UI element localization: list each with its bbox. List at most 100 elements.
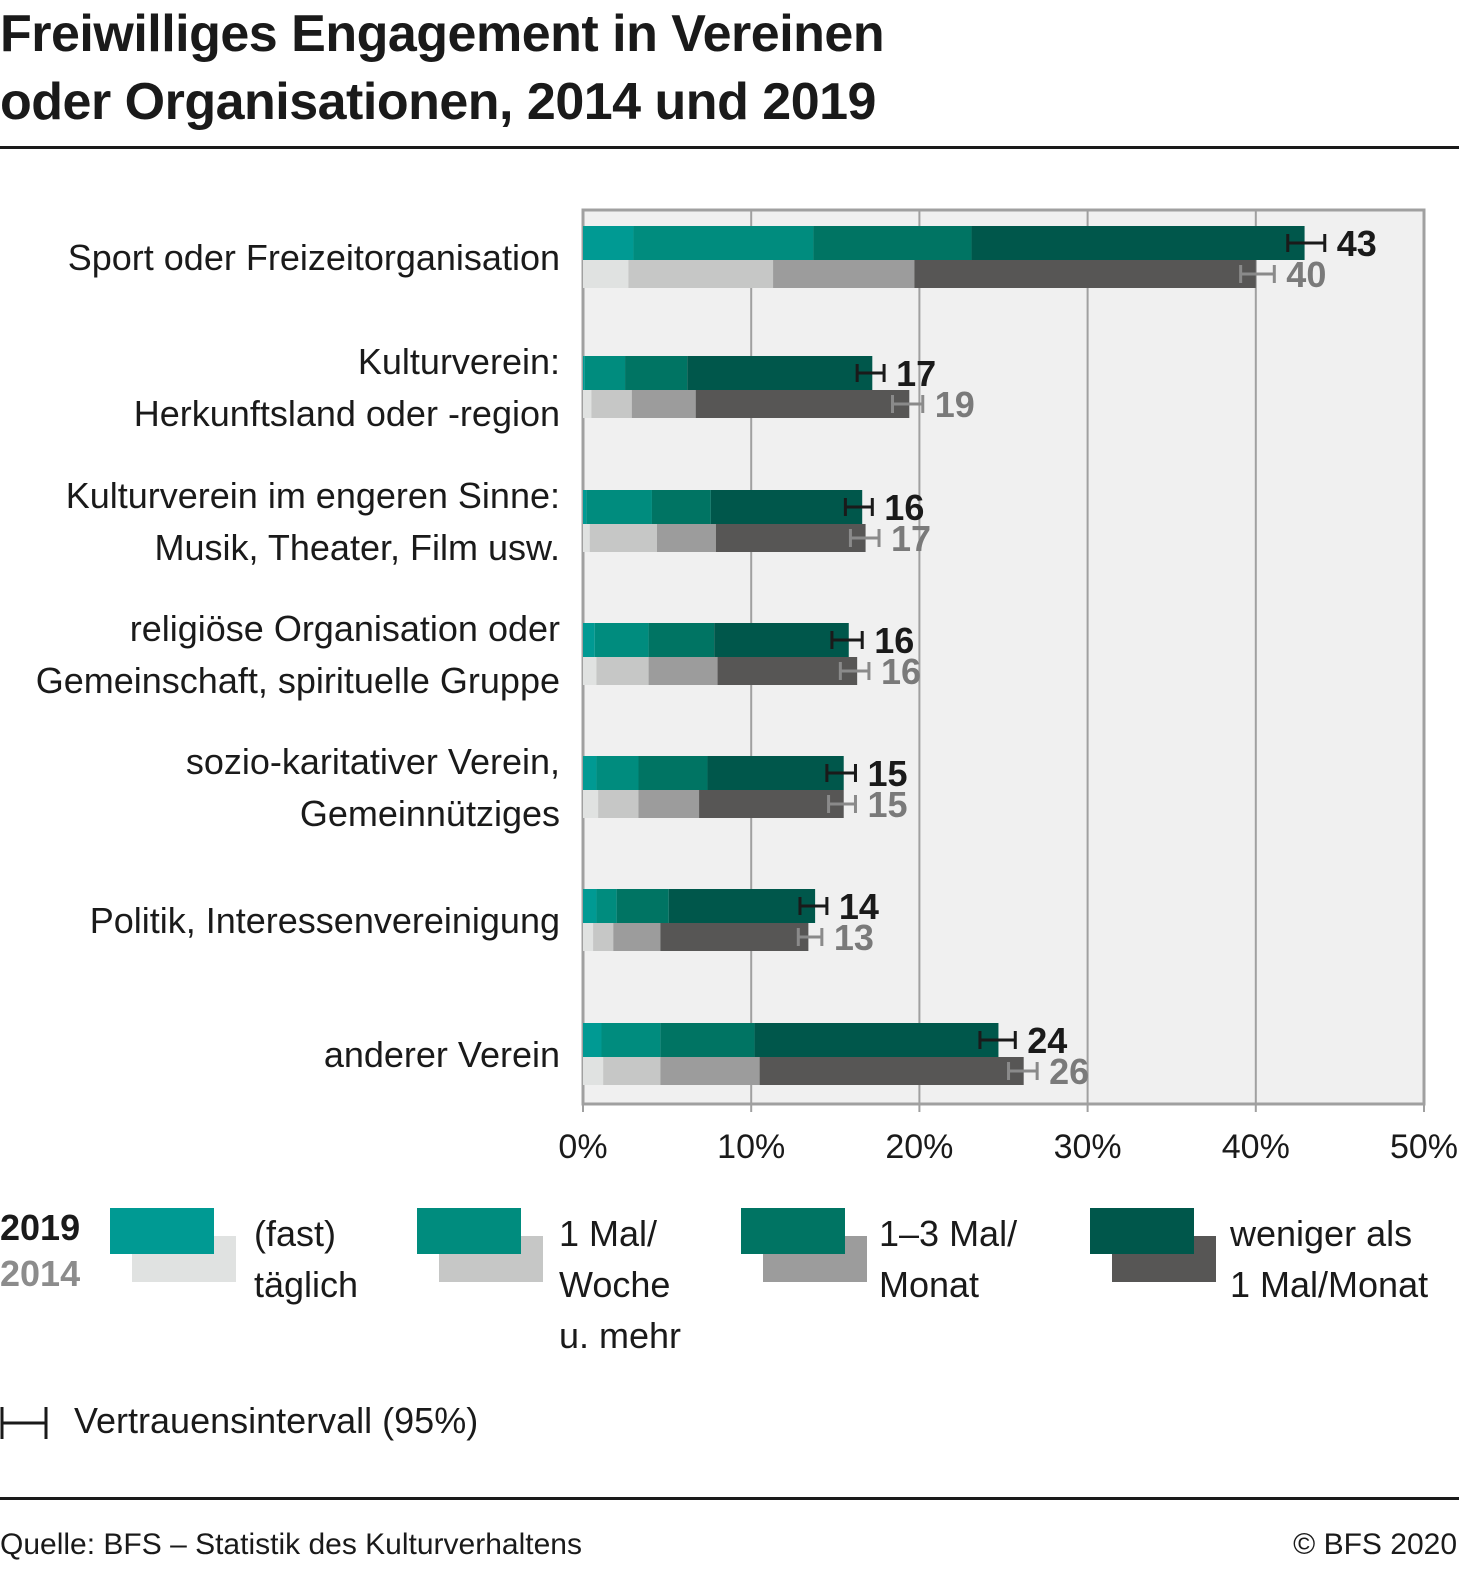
error-bar-2014 bbox=[796, 928, 824, 946]
bar-2014-segment-4 bbox=[699, 790, 844, 818]
error-bar-2019 bbox=[978, 1031, 1017, 1049]
value-label-2019: 16 bbox=[874, 620, 914, 661]
error-bar-2014 bbox=[1007, 1062, 1039, 1080]
category-label: Kulturverein: bbox=[358, 341, 560, 382]
category-row: religiöse Organisation oder Gemeinschaft,… bbox=[36, 608, 921, 701]
category-label: religiöse Organisation oder bbox=[130, 608, 560, 649]
category-row: sozio-karitativer Verein, Gemeinnütziges 1… bbox=[186, 741, 908, 834]
error-bar-2019 bbox=[843, 498, 874, 516]
bar-2019-segment-4 bbox=[687, 356, 873, 390]
bar-2019-segment-3 bbox=[660, 1023, 755, 1057]
bar-2014-segment-2 bbox=[591, 390, 632, 418]
bar-2014-segment-1 bbox=[583, 260, 629, 288]
bar-2019-segment-3 bbox=[616, 889, 669, 923]
bar-2014-segment-4 bbox=[715, 524, 866, 552]
legend-swatch-2019 bbox=[417, 1208, 521, 1254]
bar-2019-segment-3 bbox=[651, 490, 711, 524]
bar-2019-segment-2 bbox=[596, 889, 617, 923]
value-label-2014: 26 bbox=[1049, 1051, 1089, 1092]
confidence-interval-icon bbox=[0, 1407, 48, 1439]
error-bar-2019 bbox=[855, 364, 886, 382]
bar-2014-segment-2 bbox=[589, 524, 658, 552]
category-row: Kulturverein: Herkunftsland oder -region 1… bbox=[134, 341, 975, 434]
legend-label: 1 Mal/ Woche u. mehr bbox=[559, 1213, 682, 1356]
bar-chart: 0% 10% 20% 30% 40% 50% Sport oder Freizeitorga… bbox=[36, 208, 1458, 1160]
bar-2019-segment-4 bbox=[714, 623, 849, 657]
title-line-1: Freiwilliges Engagement in Vereinen bbox=[0, 5, 885, 63]
bar-2019-segment-3 bbox=[638, 756, 708, 790]
category-label: Politik, Interessenvereinigung bbox=[90, 900, 560, 941]
value-label-2014: 17 bbox=[891, 518, 931, 559]
error-bar-2019 bbox=[798, 897, 829, 915]
bar-2014-segment-3 bbox=[660, 1057, 760, 1085]
x-tick-label: 0% bbox=[558, 1128, 607, 1160]
bar-2014-segment-1 bbox=[583, 1057, 604, 1085]
bar-2014-segment-1 bbox=[583, 923, 594, 951]
error-bar-2014 bbox=[838, 662, 871, 680]
bar-2019-segment-4 bbox=[754, 1023, 999, 1057]
category-label: Sport oder Freizeitorganisation bbox=[68, 237, 560, 278]
bar-2019-segment-1 bbox=[583, 756, 597, 790]
value-label-2014: 16 bbox=[881, 651, 921, 692]
x-tick-label: 10% bbox=[717, 1128, 785, 1160]
legend-year-2019: 2019 bbox=[0, 1207, 81, 1248]
legend-year-2014: 2014 bbox=[0, 1253, 81, 1294]
bar-2019-segment-1 bbox=[583, 356, 585, 390]
error-bar-2019 bbox=[825, 764, 857, 782]
value-label-2019: 43 bbox=[1337, 223, 1377, 264]
category-row: Sport oder Freizeitorganisation 43 40 bbox=[68, 223, 1377, 295]
value-label-2014: 13 bbox=[834, 917, 874, 958]
bar-2019-segment-4 bbox=[707, 756, 844, 790]
bar-2014-segment-3 bbox=[648, 657, 718, 685]
bar-2019-segment-3 bbox=[648, 623, 715, 657]
value-label-2019: 16 bbox=[884, 487, 924, 528]
legend-label: (fast) täglich bbox=[254, 1213, 359, 1305]
bar-2014-segment-4 bbox=[914, 260, 1256, 288]
category-label: Musik, Theater, Film usw. bbox=[155, 527, 560, 568]
value-label-2019: 24 bbox=[1027, 1020, 1067, 1061]
bar-2014-segment-4 bbox=[717, 657, 858, 685]
legend-years: 2019 2014 bbox=[0, 1205, 80, 1297]
bar-2019-segment-3 bbox=[813, 226, 972, 260]
bar-2014-segment-2 bbox=[603, 1057, 661, 1085]
chart-title: Freiwilliges Engagement in Vereinen oder… bbox=[0, 0, 1000, 136]
confidence-interval-label: Vertrauensintervall (95%) bbox=[74, 1400, 479, 1441]
error-bar-2014 bbox=[890, 395, 925, 413]
bar-2019-segment-3 bbox=[625, 356, 688, 390]
error-bar-2019 bbox=[1286, 234, 1327, 252]
error-bar-2019 bbox=[830, 631, 864, 649]
value-label-2014: 40 bbox=[1286, 254, 1326, 295]
bar-2014-segment-4 bbox=[759, 1057, 1024, 1085]
category-label: Kulturverein im engeren Sinne: bbox=[66, 475, 560, 516]
bar-2014-segment-1 bbox=[583, 790, 599, 818]
category-label: Herkunftsland oder -region bbox=[134, 393, 560, 434]
category-label: Gemeinschaft, spirituelle Gruppe bbox=[36, 660, 560, 701]
category-row: Kulturverein im engeren Sinne: Musik, The… bbox=[66, 475, 931, 568]
bar-2014-segment-2 bbox=[628, 260, 774, 288]
error-bar-2014 bbox=[848, 529, 881, 547]
value-label-2019: 15 bbox=[867, 753, 907, 794]
bar-2014-segment-3 bbox=[638, 790, 700, 818]
x-tick-label: 50% bbox=[1390, 1128, 1458, 1160]
error-bar-2014 bbox=[1239, 265, 1276, 283]
bar-2014-segment-4 bbox=[660, 923, 809, 951]
bar-2019-segment-4 bbox=[710, 490, 863, 524]
bar-2019-segment-1 bbox=[583, 623, 595, 657]
bar-2019-segment-2 bbox=[633, 226, 814, 260]
legend-label: 1–3 Mal/ Monat bbox=[879, 1213, 1018, 1305]
bar-2019-segment-2 bbox=[586, 490, 652, 524]
x-tick-label: 20% bbox=[885, 1128, 953, 1160]
bar-2014-segment-3 bbox=[773, 260, 915, 288]
bar-2014-segment-3 bbox=[657, 524, 716, 552]
title-line-2: oder Organisationen, 2014 und 2019 bbox=[0, 73, 876, 131]
bar-2014-segment-2 bbox=[598, 790, 639, 818]
bar-2019-segment-1 bbox=[583, 226, 634, 260]
bar-2014-segment-3 bbox=[631, 390, 696, 418]
bar-2019-segment-1 bbox=[583, 889, 597, 923]
source-note: Quelle: BFS – Statistik des Kulturverhal… bbox=[0, 1528, 582, 1561]
legend-label: weniger als 1 Mal/Monat bbox=[1230, 1213, 1429, 1305]
bar-2019-segment-1 bbox=[583, 490, 587, 524]
bar-2014-segment-2 bbox=[593, 923, 614, 951]
value-label-2014: 19 bbox=[935, 384, 975, 425]
